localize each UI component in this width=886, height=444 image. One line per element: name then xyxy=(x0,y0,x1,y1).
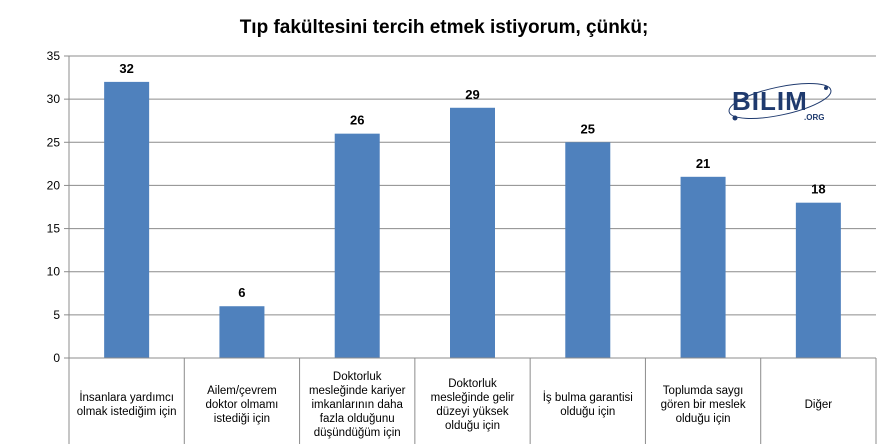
data-label: 32 xyxy=(119,61,133,76)
y-tick-label: 30 xyxy=(47,92,61,106)
logo-text: BILIM xyxy=(732,86,808,116)
bar xyxy=(565,142,611,358)
x-tick-label-line: olduğu için xyxy=(676,413,731,425)
data-label: 26 xyxy=(350,113,364,128)
x-tick-label-line: fazla olduğunu xyxy=(320,413,395,425)
x-tick-label: Diğer xyxy=(805,399,833,411)
bars xyxy=(104,81,841,359)
bar xyxy=(334,133,380,358)
bar xyxy=(680,176,726,358)
logo-orbit xyxy=(728,83,832,119)
y-tick-label: 35 xyxy=(47,49,61,63)
x-tick-label-line: İş bulma garantisi xyxy=(543,391,633,404)
logo-dot xyxy=(824,86,828,90)
chart-title: Tıp fakültesini tercih etmek istiyorum, … xyxy=(240,17,649,38)
data-label: 29 xyxy=(465,87,479,102)
y-tick-label: 15 xyxy=(47,222,61,236)
bar xyxy=(104,81,150,358)
y-tick-label: 10 xyxy=(47,265,61,279)
x-tick-label: Doktorluk mesleğinde kariyer imkanlarının … xyxy=(309,371,406,439)
x-tick-label-line: düzeyi yüksek xyxy=(436,406,508,418)
y-tick-label: 20 xyxy=(47,178,61,192)
x-tick-label-line: Diğer xyxy=(805,399,833,411)
x-tick-label-line: doktor olmamı xyxy=(205,399,278,411)
logo-subtext: .ORG xyxy=(804,113,824,122)
x-tick-label-line: Doktorluk xyxy=(333,371,382,383)
bar xyxy=(795,202,841,358)
y-axis: 0 5 10 15 20 25 30 35 xyxy=(47,49,70,444)
data-labels: 32 6 26 29 25 21 18 xyxy=(119,61,825,300)
x-tick-label-line: düşündüğüm için xyxy=(314,427,401,439)
x-tick-label: İnsanlara yardımcı olmak istediğim için xyxy=(77,391,177,418)
bar xyxy=(450,107,495,359)
x-tick-label: Ailem/çevrem doktor olmamı istediği için xyxy=(205,385,278,425)
x-tick-label-line: istediği için xyxy=(214,413,270,425)
data-label: 21 xyxy=(696,156,710,171)
x-tick-label: Toplumda saygı gören bir meslek olduğu içi… xyxy=(661,385,746,425)
x-tick-label-line: mesleğinde kariyer xyxy=(309,385,406,397)
y-tick-label: 0 xyxy=(53,351,60,365)
x-tick-label: İş bulma garantisi olduğu için xyxy=(543,391,633,418)
x-tick-label: Doktorluk mesleğinde gelir düzeyi yüksek ol… xyxy=(431,378,515,432)
x-tick-label-line: Toplumda saygı xyxy=(663,385,744,397)
x-axis: İnsanlara yardımcı olmak istediğim için Ai… xyxy=(69,357,877,444)
x-tick-label-line: İnsanlara yardımcı xyxy=(79,391,174,404)
data-label: 18 xyxy=(811,182,825,197)
x-tick-label-line: olduğu için xyxy=(560,406,615,418)
x-tick-label-line: Ailem/çevrem xyxy=(207,385,277,397)
bar xyxy=(219,306,265,358)
x-tick-label-line: olduğu için xyxy=(445,420,500,432)
data-label: 25 xyxy=(581,121,595,136)
logo-dot xyxy=(732,115,738,121)
x-tick-label-line: Doktorluk xyxy=(448,378,497,390)
x-tick-label-line: mesleğinde gelir xyxy=(431,392,515,404)
y-tick-label: 5 xyxy=(53,308,60,322)
bilim-logo: BILIM .ORG xyxy=(728,83,832,122)
x-tick-label-line: imkanlarının daha xyxy=(312,399,404,411)
x-tick-label-line: olmak istediğim için xyxy=(77,406,177,418)
data-label: 6 xyxy=(238,285,245,300)
x-tick-label-line: gören bir meslek xyxy=(661,399,746,411)
y-tick-label: 25 xyxy=(47,135,61,149)
